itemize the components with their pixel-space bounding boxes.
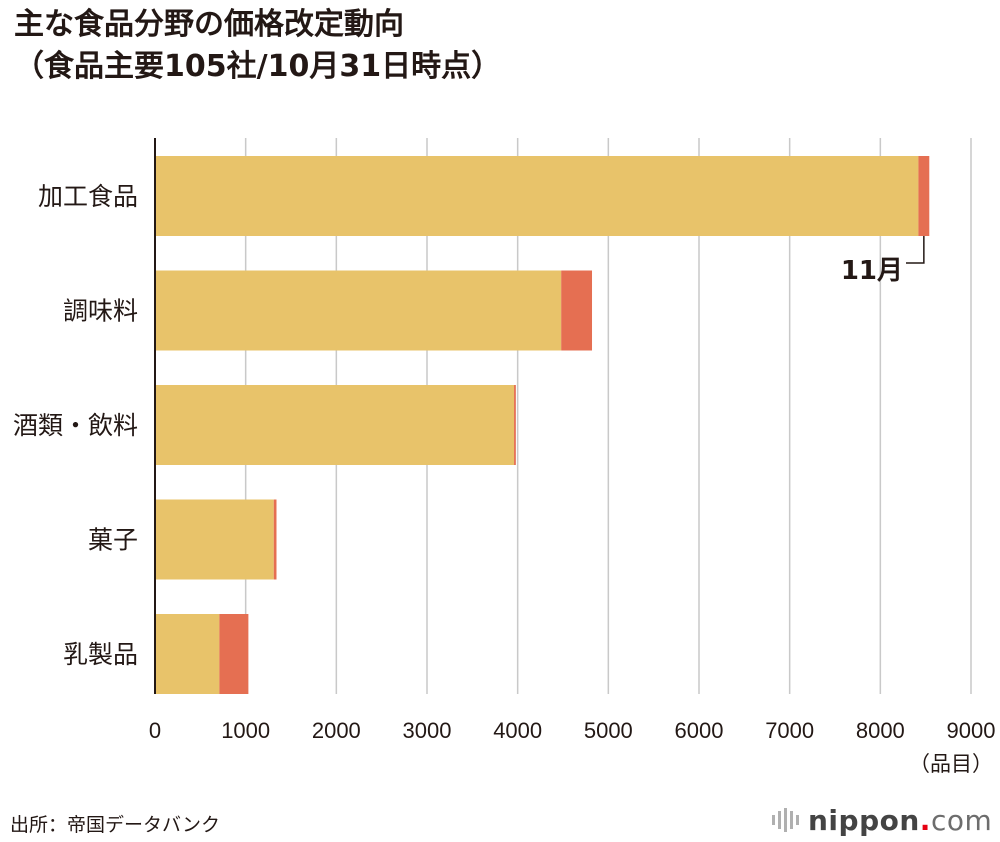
category-label: 乳製品 bbox=[63, 640, 138, 669]
bar-segment bbox=[514, 385, 516, 465]
category-label: 調味料 bbox=[63, 297, 138, 326]
nippon-logo: nippon.com bbox=[772, 799, 992, 841]
category-label: 酒類・飲料 bbox=[13, 411, 138, 440]
chart-title: 主な食品分野の価格改定動向 （食品主要105社/10月31日時点） bbox=[14, 4, 501, 88]
annotation-label: 11月 bbox=[841, 256, 903, 286]
title-line-2: （食品主要105社/10月31日時点） bbox=[14, 49, 502, 84]
source-note: 出所：帝国データバンク bbox=[10, 814, 220, 836]
logo-text: nippon.com bbox=[808, 803, 993, 837]
bar-segment bbox=[155, 270, 562, 351]
category-label: 菓子 bbox=[88, 526, 138, 555]
x-tick-label: 5000 bbox=[584, 718, 633, 743]
x-tick-label: 2000 bbox=[312, 718, 361, 743]
bar-segment bbox=[155, 385, 515, 465]
x-tick-label: 3000 bbox=[403, 718, 452, 743]
nippon-mark-icon bbox=[772, 808, 802, 832]
x-tick-label: 7000 bbox=[765, 718, 814, 743]
bar-segment bbox=[918, 156, 930, 236]
x-tick-label: 1000 bbox=[221, 718, 270, 743]
x-tick-label: 4000 bbox=[493, 718, 542, 743]
title-line-1: 主な食品分野の価格改定動向 bbox=[14, 7, 404, 42]
x-tick-label: 8000 bbox=[856, 718, 905, 743]
x-tick-label: 6000 bbox=[675, 718, 724, 743]
x-unit-label: （品目） bbox=[909, 752, 993, 776]
x-tick-label: 9000 bbox=[947, 718, 996, 743]
category-label: 加工食品 bbox=[38, 182, 138, 211]
bar-segment bbox=[561, 270, 593, 351]
bar-segment bbox=[155, 614, 220, 694]
annotation-leader-line bbox=[906, 236, 925, 264]
bar-segment bbox=[273, 499, 277, 580]
bar-segment bbox=[155, 499, 274, 580]
x-tick-label: 0 bbox=[149, 718, 161, 743]
bar-segment bbox=[155, 156, 919, 236]
bar-segment bbox=[219, 614, 249, 694]
